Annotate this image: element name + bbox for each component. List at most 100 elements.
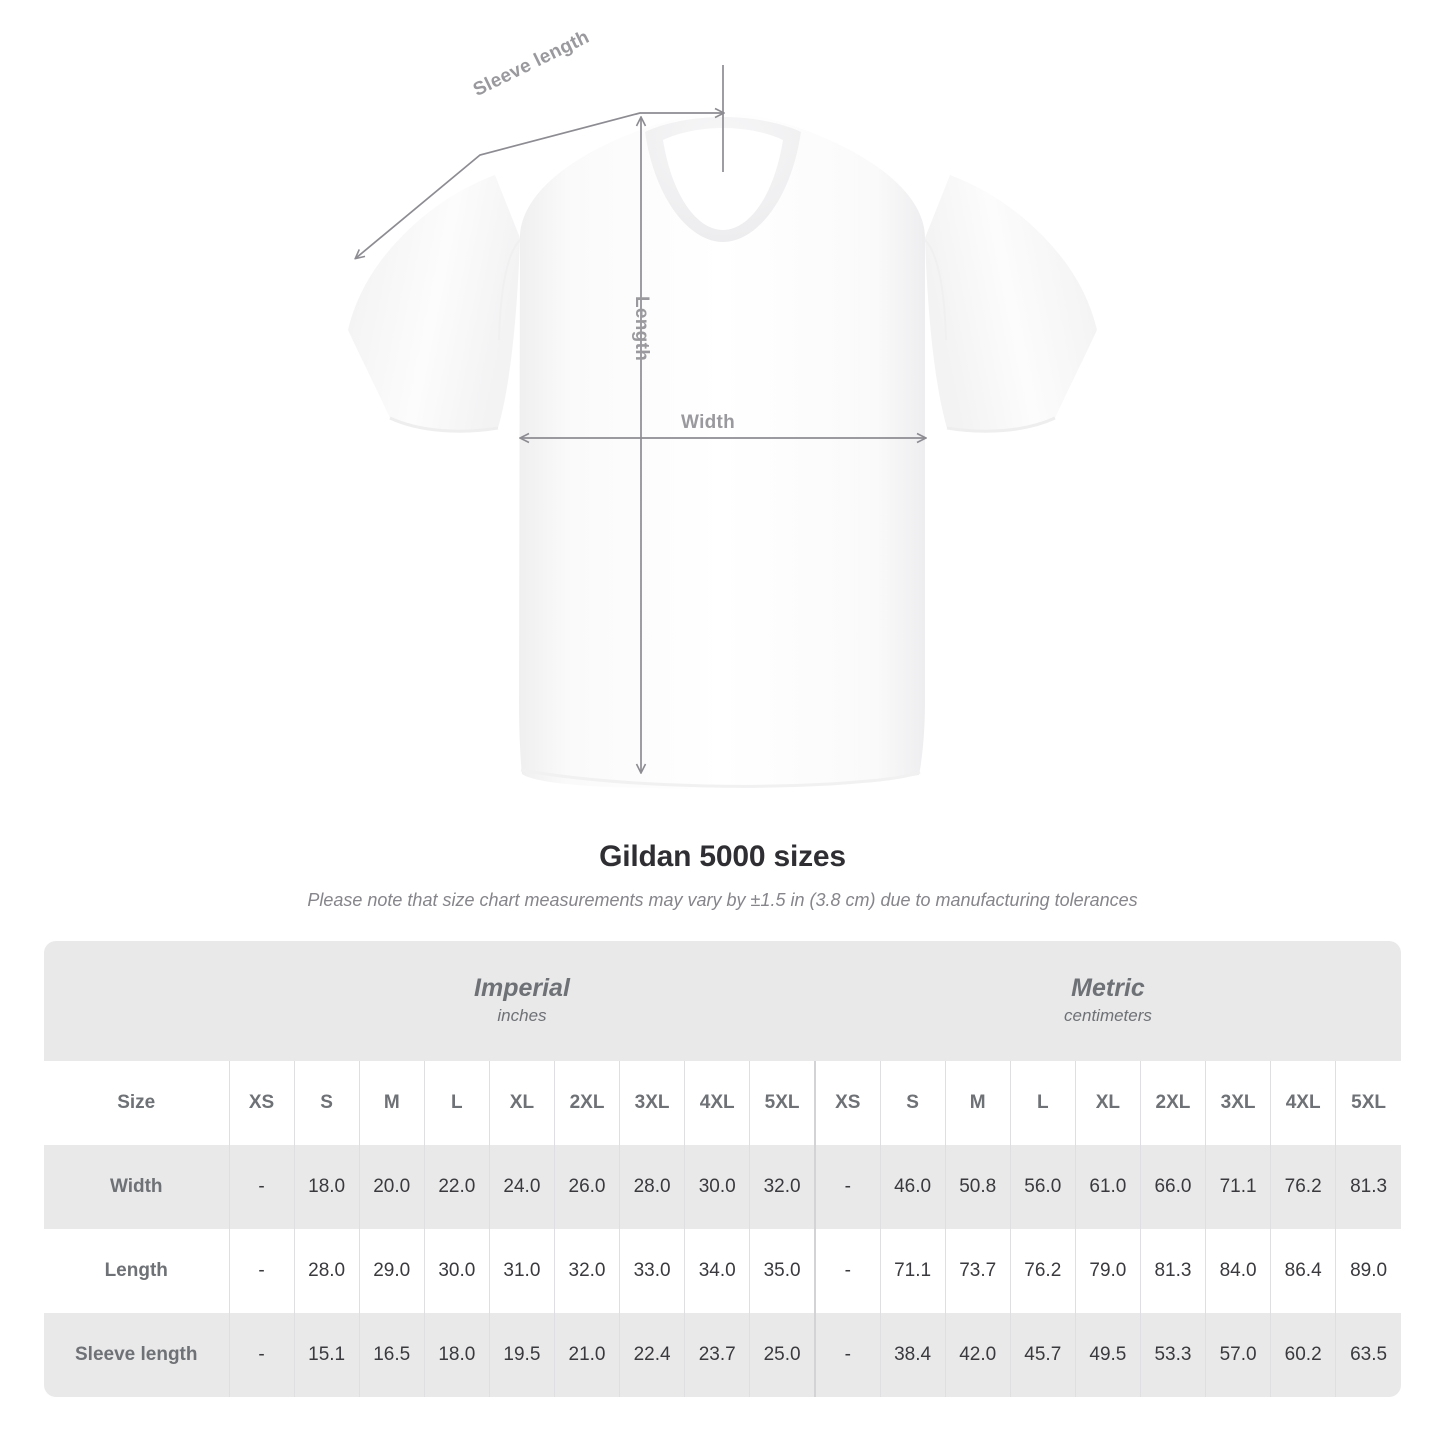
cell-length-imperial-4xl: 34.0: [684, 1229, 750, 1313]
cell-length-imperial-xl: 31.0: [488, 1229, 555, 1313]
right-sleeve: [925, 175, 1097, 432]
imperial-system-unit: inches: [497, 1006, 547, 1026]
cell-sleeve-imperial-s: 15.1: [293, 1313, 360, 1397]
cell-length-metric-l: 76.2: [1009, 1229, 1076, 1313]
cell-width-imperial-xl: 24.0: [488, 1145, 555, 1229]
cell-sleeve-metric-l: 45.7: [1009, 1313, 1076, 1397]
size-header-imperial-l: L: [423, 1061, 490, 1145]
size-header-imperial-m: M: [358, 1061, 425, 1145]
cell-sleeve-imperial-5xl: 25.0: [749, 1313, 815, 1397]
cell-width-metric-5xl: 81.3: [1335, 1145, 1401, 1229]
size-header-imperial-3xl: 3XL: [619, 1061, 685, 1145]
cell-length-imperial-s: 28.0: [293, 1229, 360, 1313]
cell-sleeve-imperial-4xl: 23.7: [684, 1313, 750, 1397]
cell-width-metric-4xl: 76.2: [1270, 1145, 1336, 1229]
cell-width-imperial-3xl: 28.0: [619, 1145, 685, 1229]
cell-width-imperial-xs: -: [228, 1145, 295, 1229]
metric-system-unit: centimeters: [1064, 1006, 1152, 1026]
title-block: Gildan 5000 sizes Please note that size …: [0, 830, 1445, 911]
cell-sleeve-metric-xs: -: [813, 1313, 881, 1397]
size-header-imperial-s: S: [293, 1061, 360, 1145]
measurement-lines: [356, 65, 925, 772]
unit-banner-spacer: [44, 941, 229, 1061]
size-header-row: Size XS S M L XL 2XL 3XL 4XL 5XL XS S M …: [44, 1061, 1401, 1145]
cell-sleeve-imperial-2xl: 21.0: [553, 1313, 620, 1397]
cell-sleeve-metric-m: 42.0: [944, 1313, 1011, 1397]
cell-width-metric-xl: 61.0: [1074, 1145, 1141, 1229]
metric-system-name: Metric: [1071, 974, 1145, 1003]
row-label-width: Width: [44, 1145, 229, 1229]
cell-length-metric-3xl: 84.0: [1205, 1229, 1271, 1313]
cell-length-metric-4xl: 86.4: [1270, 1229, 1336, 1313]
bottom-hem: [520, 768, 921, 788]
cell-length-metric-s: 71.1: [879, 1229, 946, 1313]
cell-width-imperial-m: 20.0: [358, 1145, 425, 1229]
row-label-length: Length: [44, 1229, 229, 1313]
cell-length-imperial-xs: -: [228, 1229, 295, 1313]
size-header-metric-2xl: 2XL: [1139, 1061, 1206, 1145]
cell-length-metric-xl: 79.0: [1074, 1229, 1141, 1313]
right-sleeve-hem: [946, 416, 1056, 433]
cell-sleeve-imperial-3xl: 22.4: [619, 1313, 685, 1397]
imperial-banner-cell: Imperial inches: [229, 941, 815, 1061]
size-header-imperial-2xl: 2XL: [553, 1061, 620, 1145]
cell-length-metric-5xl: 89.0: [1335, 1229, 1401, 1313]
size-header-imperial-5xl: 5XL: [749, 1061, 815, 1145]
unit-banner-row: Imperial inches Metric centimeters: [44, 941, 1401, 1061]
cell-sleeve-imperial-xs: -: [228, 1313, 295, 1397]
left-sleeve: [348, 175, 520, 432]
cell-length-imperial-3xl: 33.0: [619, 1229, 685, 1313]
cell-sleeve-imperial-xl: 19.5: [488, 1313, 555, 1397]
table-row: Length - 28.0 29.0 30.0 31.0 32.0 33.0 3…: [44, 1229, 1401, 1313]
length-label: Length: [631, 296, 652, 362]
size-header-metric-l: L: [1009, 1061, 1076, 1145]
page-title: Gildan 5000 sizes: [599, 840, 846, 873]
cell-sleeve-imperial-l: 18.0: [423, 1313, 490, 1397]
cell-length-imperial-l: 30.0: [423, 1229, 490, 1313]
imperial-system-name: Imperial: [474, 974, 570, 1003]
size-header-imperial-xl: XL: [488, 1061, 555, 1145]
left-sleeve-hem: [389, 416, 499, 433]
size-header-metric-4xl: 4XL: [1270, 1061, 1336, 1145]
cell-length-metric-2xl: 81.3: [1139, 1229, 1206, 1313]
cell-width-metric-l: 56.0: [1009, 1145, 1076, 1229]
size-header-metric-5xl: 5XL: [1335, 1061, 1401, 1145]
size-header-imperial-xs: XS: [228, 1061, 295, 1145]
metric-banner-cell: Metric centimeters: [814, 941, 1401, 1061]
row-label-sleeve-length: Sleeve length: [44, 1313, 229, 1397]
cell-length-metric-m: 73.7: [944, 1229, 1011, 1313]
cell-width-metric-s: 46.0: [879, 1145, 946, 1229]
cell-sleeve-metric-2xl: 53.3: [1139, 1313, 1206, 1397]
cell-width-metric-3xl: 71.1: [1205, 1145, 1271, 1229]
size-header-imperial-4xl: 4XL: [684, 1061, 750, 1145]
size-chart-table-wrap: Imperial inches Metric centimeters Size …: [44, 941, 1401, 1397]
size-header-label: Size: [44, 1061, 229, 1145]
cell-width-metric-2xl: 66.0: [1139, 1145, 1206, 1229]
cell-width-imperial-5xl: 32.0: [749, 1145, 815, 1229]
cell-width-imperial-l: 22.0: [423, 1145, 490, 1229]
cell-length-imperial-m: 29.0: [358, 1229, 425, 1313]
cell-sleeve-metric-4xl: 60.2: [1270, 1313, 1336, 1397]
size-header-metric-xs: XS: [813, 1061, 881, 1145]
tshirt-diagram-panel: Sleeve length Length Width: [348, 26, 1097, 789]
cell-width-imperial-2xl: 26.0: [553, 1145, 620, 1229]
width-label: Width: [681, 412, 736, 433]
tshirt-illustration: [348, 65, 1097, 789]
cell-sleeve-imperial-m: 16.5: [358, 1313, 425, 1397]
size-header-metric-m: M: [944, 1061, 1011, 1145]
size-header-metric-3xl: 3XL: [1205, 1061, 1271, 1145]
cell-sleeve-metric-xl: 49.5: [1074, 1313, 1141, 1397]
cell-sleeve-metric-5xl: 63.5: [1335, 1313, 1401, 1397]
cell-sleeve-metric-s: 38.4: [879, 1313, 946, 1397]
tolerance-note: Please note that size chart measurements…: [307, 890, 1138, 910]
size-header-metric-xl: XL: [1074, 1061, 1141, 1145]
cell-width-imperial-s: 18.0: [293, 1145, 360, 1229]
sleeve-length-arrow: [356, 113, 723, 258]
cell-width-metric-xs: -: [813, 1145, 881, 1229]
cell-length-imperial-2xl: 32.0: [553, 1229, 620, 1313]
table-row: Sleeve length - 15.1 16.5 18.0 19.5 21.0…: [44, 1313, 1401, 1397]
shirt-body-group: [348, 113, 1097, 789]
right-shoulder-seam: [924, 239, 947, 341]
size-chart-table: Imperial inches Metric centimeters Size …: [44, 941, 1401, 1397]
cell-sleeve-metric-3xl: 57.0: [1205, 1313, 1271, 1397]
